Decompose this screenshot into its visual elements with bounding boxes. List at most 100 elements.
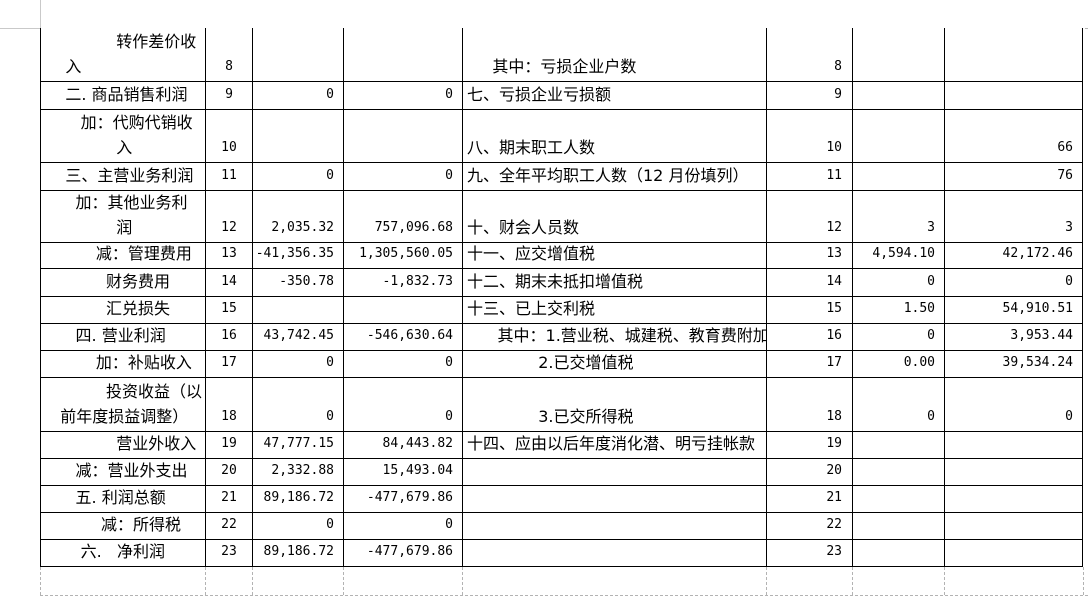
left-item-label-cell[interactable]: 汇兑损失 [41,297,206,324]
right-item-label-cell[interactable]: 3.已交所得税 [463,378,767,432]
right-line-number-cell[interactable]: 9 [767,82,853,110]
right-value-column2-cell[interactable]: 66 [945,110,1083,163]
right-value-column2-cell[interactable] [945,82,1083,110]
left-value-column2-cell[interactable]: 0 [344,351,463,378]
left-value-column1-cell[interactable]: -350.78 [253,269,344,297]
left-value-column2-cell[interactable]: 15,493.04 [344,459,463,486]
right-line-number-cell[interactable]: 15 [767,297,853,324]
left-item-label-cell[interactable]: 加：代购代销收 入 [41,110,206,163]
right-value-column1-cell[interactable] [853,82,945,110]
right-item-label-cell[interactable]: 十、财会人员数 [463,191,767,243]
left-value-column2-cell[interactable]: 0 [344,163,463,191]
right-item-label-cell[interactable]: 2.已交增值税 [463,351,767,378]
left-line-number-cell[interactable]: 9 [206,82,253,110]
left-item-label-cell[interactable]: 四. 营业利润 [41,324,206,351]
right-line-number-cell[interactable]: 16 [767,324,853,351]
right-item-label-cell[interactable]: 其中：1.营业税、城建税、教育费附加 [463,324,767,351]
left-line-number-cell[interactable]: 16 [206,324,253,351]
left-item-label-cell[interactable]: 减：营业外支出 [41,459,206,486]
right-line-number-cell[interactable]: 13 [767,243,853,269]
left-value-column1-cell[interactable]: 0 [253,351,344,378]
left-line-number-cell[interactable]: 11 [206,163,253,191]
right-item-label-cell[interactable]: 十二、期末未抵扣增值税 [463,269,767,297]
right-line-number-cell[interactable]: 21 [767,486,853,513]
left-value-column2-cell[interactable] [344,297,463,324]
right-item-label-cell[interactable]: 十一、应交增值税 [463,243,767,269]
left-item-label-cell[interactable]: 转作差价收 入 [41,28,206,82]
right-value-column2-cell[interactable]: 0 [945,378,1083,432]
left-item-label-cell[interactable]: 五. 利润总额 [41,486,206,513]
right-value-column2-cell[interactable]: 42,172.46 [945,243,1083,269]
right-value-column2-cell[interactable] [945,432,1083,459]
right-line-number-cell[interactable]: 12 [767,191,853,243]
right-line-number-cell[interactable]: 23 [767,540,853,567]
left-value-column2-cell[interactable]: 757,096.68 [344,191,463,243]
right-value-column2-cell[interactable]: 3 [945,191,1083,243]
right-value-column2-cell[interactable]: 54,910.51 [945,297,1083,324]
left-item-label-cell[interactable]: 减：管理费用 [41,243,206,269]
left-value-column2-cell[interactable]: 0 [344,378,463,432]
right-value-column2-cell[interactable] [945,513,1083,540]
right-item-label-cell[interactable]: 十四、应由以后年度消化潜、明亏挂帐款 [463,432,767,459]
left-value-column1-cell[interactable] [253,297,344,324]
right-item-label-cell[interactable]: 八、期末职工人数 [463,110,767,163]
right-value-column1-cell[interactable] [853,110,945,163]
left-value-column1-cell[interactable] [253,110,344,163]
left-item-label-cell[interactable]: 三、主营业务利润 [41,163,206,191]
left-value-column1-cell[interactable]: 43,742.45 [253,324,344,351]
right-value-column2-cell[interactable]: 0 [945,269,1083,297]
right-value-column1-cell[interactable] [853,459,945,486]
right-value-column1-cell[interactable] [853,28,945,82]
left-line-number-cell[interactable]: 12 [206,191,253,243]
left-item-label-cell[interactable]: 减：所得税 [41,513,206,540]
right-item-label-cell[interactable] [463,540,767,567]
left-item-label-cell[interactable]: 六. 净利润 [41,540,206,567]
right-value-column1-cell[interactable] [853,486,945,513]
right-value-column1-cell[interactable]: 0 [853,269,945,297]
left-value-column1-cell[interactable]: 89,186.72 [253,486,344,513]
left-item-label-cell[interactable]: 加：其他业务利 润 [41,191,206,243]
right-value-column2-cell[interactable]: 39,534.24 [945,351,1083,378]
left-value-column1-cell[interactable] [253,28,344,82]
left-line-number-cell[interactable]: 17 [206,351,253,378]
left-line-number-cell[interactable]: 21 [206,486,253,513]
right-line-number-cell[interactable]: 8 [767,28,853,82]
left-value-column2-cell[interactable]: -1,832.73 [344,269,463,297]
right-value-column1-cell[interactable] [853,432,945,459]
right-value-column1-cell[interactable]: 4,594.10 [853,243,945,269]
left-line-number-cell[interactable]: 23 [206,540,253,567]
right-value-column2-cell[interactable] [945,486,1083,513]
right-value-column1-cell[interactable]: 1.50 [853,297,945,324]
right-line-number-cell[interactable]: 11 [767,163,853,191]
right-item-label-cell[interactable]: 其中：亏损企业户数 [463,28,767,82]
left-value-column2-cell[interactable] [344,110,463,163]
right-value-column2-cell[interactable] [945,540,1083,567]
left-value-column2-cell[interactable] [344,28,463,82]
right-value-column1-cell[interactable] [853,513,945,540]
right-line-number-cell[interactable]: 14 [767,269,853,297]
left-line-number-cell[interactable]: 13 [206,243,253,269]
left-value-column2-cell[interactable]: 1,305,560.05 [344,243,463,269]
right-line-number-cell[interactable]: 22 [767,513,853,540]
right-line-number-cell[interactable]: 17 [767,351,853,378]
left-item-label-cell[interactable]: 二. 商品销售利润 [41,82,206,110]
right-value-column1-cell[interactable]: 0 [853,324,945,351]
left-item-label-cell[interactable]: 营业外收入 [41,432,206,459]
right-item-label-cell[interactable]: 十三、已上交利税 [463,297,767,324]
right-value-column1-cell[interactable] [853,540,945,567]
left-value-column1-cell[interactable]: 0 [253,163,344,191]
left-value-column1-cell[interactable]: -41,356.35 [253,243,344,269]
left-line-number-cell[interactable]: 19 [206,432,253,459]
left-value-column2-cell[interactable]: 0 [344,513,463,540]
right-line-number-cell[interactable]: 20 [767,459,853,486]
right-value-column2-cell[interactable] [945,28,1083,82]
right-value-column1-cell[interactable] [853,163,945,191]
left-item-label-cell[interactable]: 加：补贴收入 [41,351,206,378]
left-value-column1-cell[interactable]: 2,035.32 [253,191,344,243]
right-item-label-cell[interactable] [463,486,767,513]
right-value-column1-cell[interactable]: 0.00 [853,351,945,378]
left-value-column1-cell[interactable]: 2,332.88 [253,459,344,486]
right-line-number-cell[interactable]: 19 [767,432,853,459]
right-value-column1-cell[interactable]: 3 [853,191,945,243]
right-value-column1-cell[interactable]: 0 [853,378,945,432]
